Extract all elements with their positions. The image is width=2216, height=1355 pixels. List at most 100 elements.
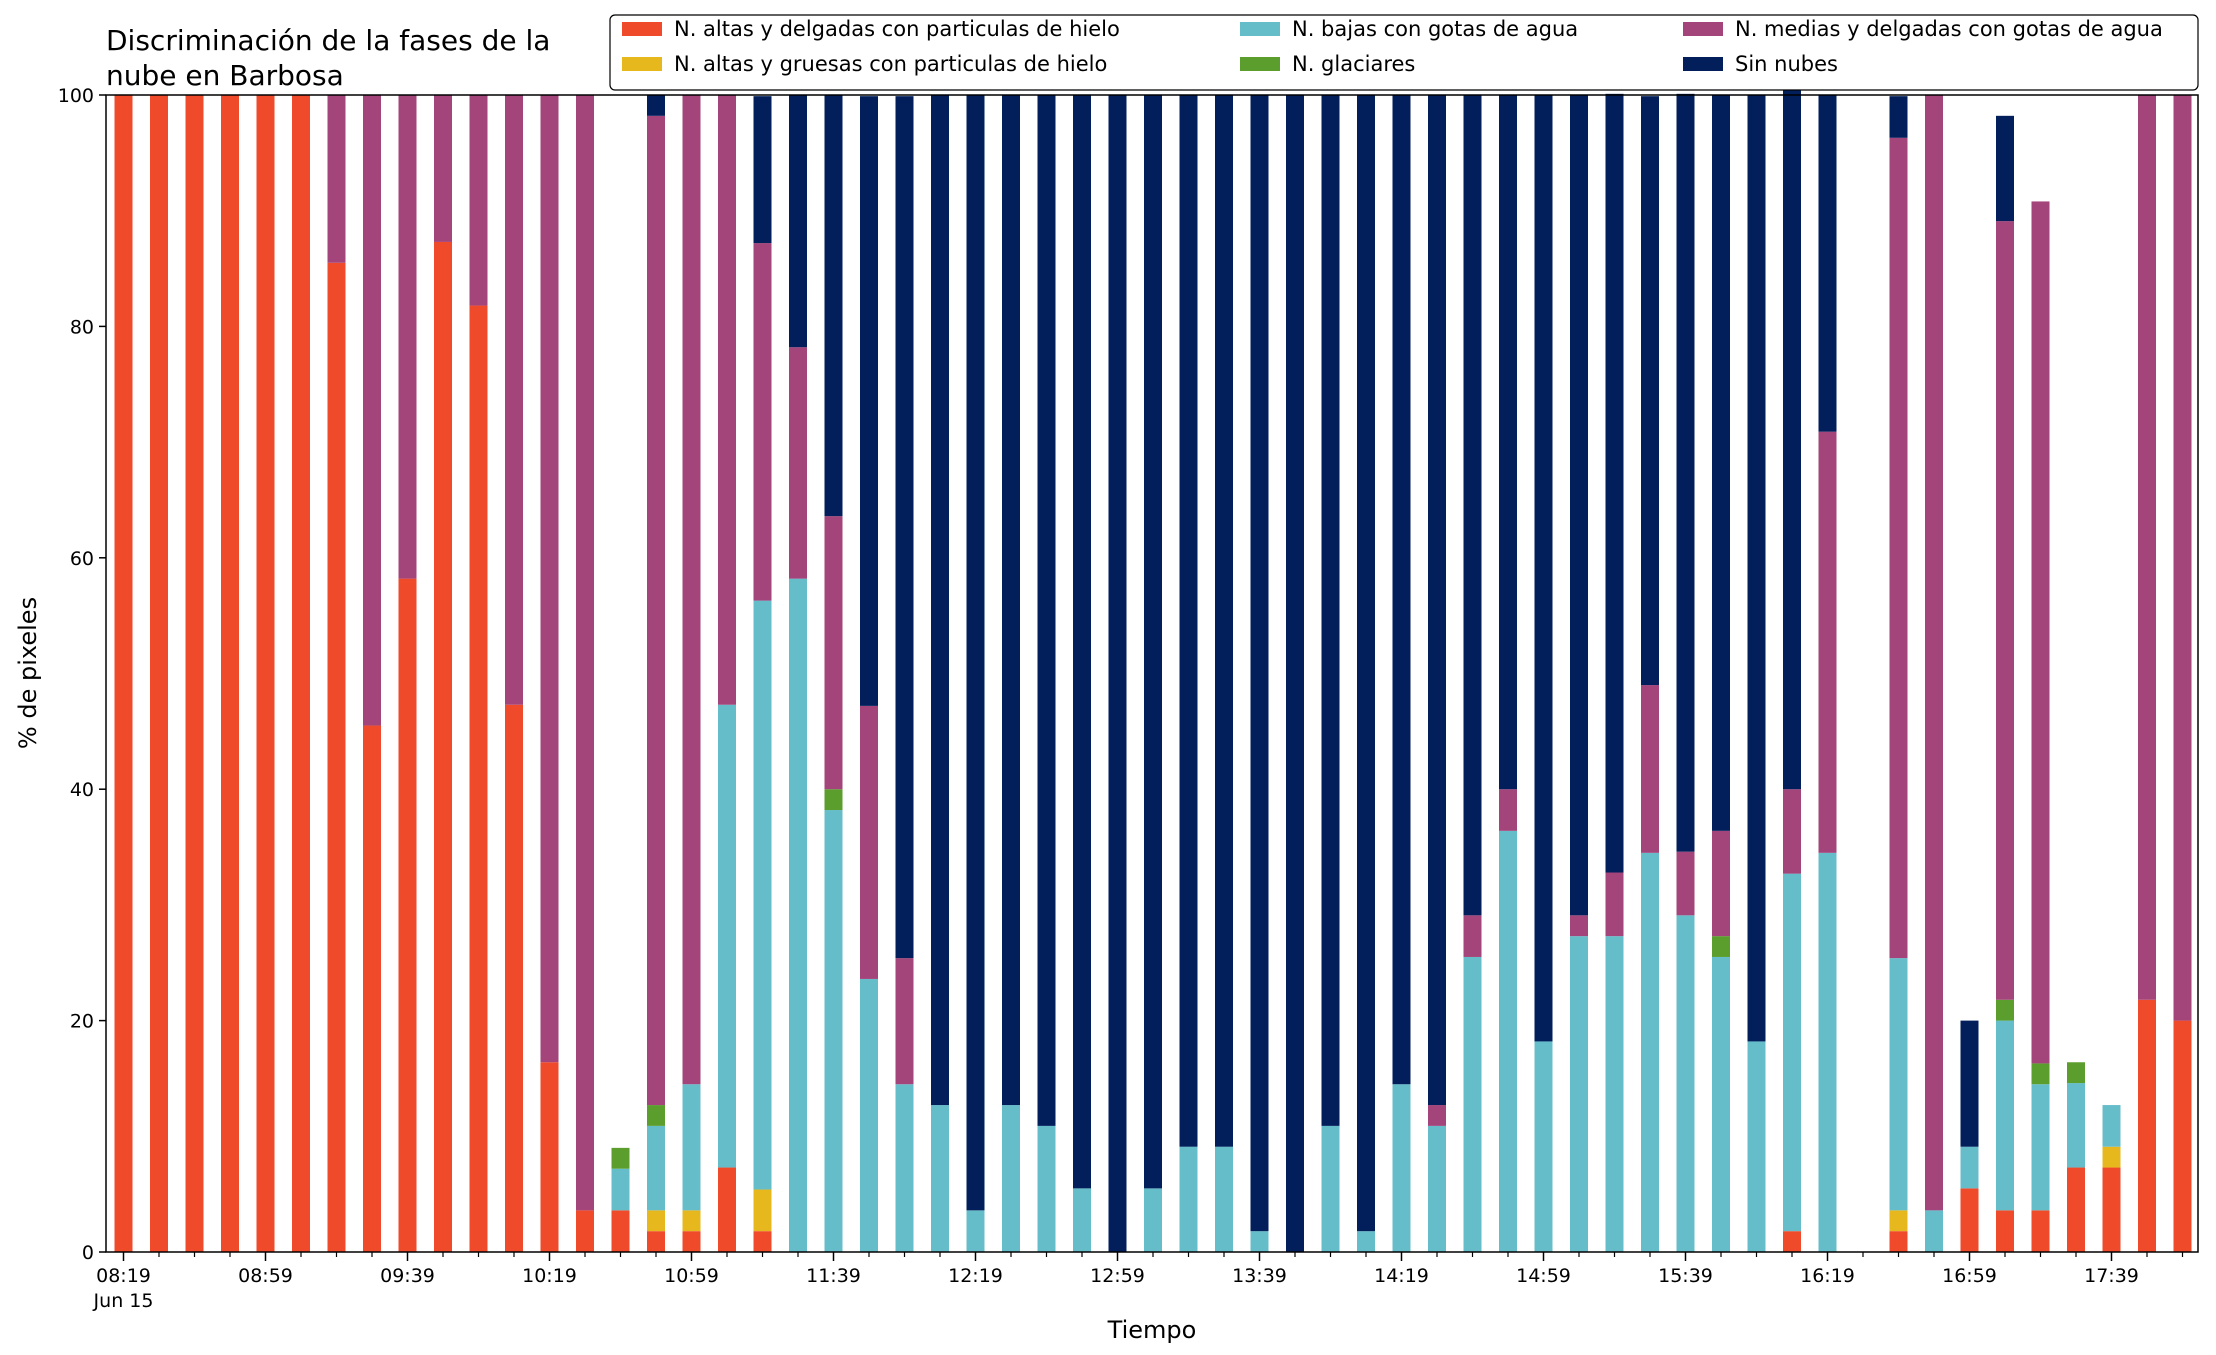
bar-segment-5-34: [1321, 95, 1340, 1126]
bar-segment-4-8: [398, 95, 417, 579]
bar-segment-5-48: [1818, 95, 1837, 432]
bar-segment-1-15: [647, 1210, 665, 1232]
bar-segment-0-10: [469, 305, 488, 1253]
bar-segment-0-9: [434, 241, 452, 1253]
y-tick-label: 40: [70, 779, 94, 801]
bar-segment-0-6: [327, 262, 346, 1252]
x-tick-label: 14:19: [1374, 1265, 1429, 1287]
bar-segment-2-17: [718, 704, 736, 1168]
bar-segment-0-50: [1889, 1231, 1908, 1252]
bar-segment-5-53: [1996, 115, 2014, 222]
bar-segment-2-25: [1002, 1105, 1020, 1252]
bar-segment-4-54: [2031, 201, 2050, 1064]
bar-segment-2-23: [931, 1105, 949, 1252]
bar-segment-0-0: [114, 95, 133, 1252]
bar-segment-4-51: [1925, 95, 1943, 1211]
bar-segment-5-50: [1889, 96, 1908, 138]
legend-swatch-2: [1240, 22, 1280, 36]
bar-segment-2-21: [860, 978, 878, 1252]
y-tick-label: 100: [58, 85, 94, 107]
bar-segment-0-2: [185, 95, 204, 1252]
bar-segment-0-13: [576, 1210, 594, 1252]
x-tick-label: 13:39: [1232, 1265, 1287, 1287]
bar-segment-2-26: [1037, 1125, 1056, 1252]
bar-segment-5-24: [966, 95, 985, 1211]
bar-segment-0-54: [2031, 1210, 2050, 1252]
bar-segment-2-41: [1570, 936, 1588, 1252]
y-tick-label: 20: [70, 1011, 94, 1033]
bar-area: [114, 74, 2192, 1253]
bar-segment-4-48: [1818, 431, 1837, 853]
chart-title-line-2: nube en Barbosa: [106, 59, 344, 92]
x-tick-label: 17:39: [2084, 1265, 2139, 1287]
x-tick-label: 10:59: [664, 1265, 719, 1287]
bar-segment-3-20: [824, 789, 843, 811]
x-tick-label: 14:59: [1516, 1265, 1571, 1287]
bar-segment-5-47: [1783, 74, 1801, 790]
x-tick-label: 16:59: [1942, 1265, 1997, 1287]
bar-segment-0-11: [505, 704, 523, 1252]
bar-segment-2-46: [1747, 1041, 1766, 1252]
bar-segment-4-21: [860, 705, 878, 979]
legend: N. altas y delgadas con particulas de hi…: [609, 14, 2199, 91]
bar-segment-2-35: [1357, 1231, 1375, 1252]
bar-segment-4-44: [1676, 851, 1695, 916]
legend-frame: [609, 14, 2199, 91]
bar-segment-2-31: [1215, 1146, 1233, 1252]
bar-segment-4-11: [505, 95, 523, 705]
bar-segment-2-53: [1996, 1020, 2014, 1211]
bar-segment-5-29: [1144, 95, 1162, 1189]
bar-segment-2-29: [1144, 1188, 1162, 1252]
bar-segment-0-4: [256, 95, 275, 1252]
bar-segment-2-15: [647, 1125, 665, 1211]
bar-segment-4-41: [1570, 915, 1588, 937]
bar-segment-5-30: [1179, 95, 1198, 1147]
bar-segment-4-6: [327, 95, 346, 263]
bar-segment-2-51: [1925, 1210, 1943, 1252]
bar-segment-2-18: [753, 600, 772, 1190]
bar-segment-2-48: [1818, 852, 1837, 1252]
bar-segment-5-36: [1392, 95, 1411, 1085]
bar-segment-4-16: [682, 95, 701, 1085]
bar-segment-4-53: [1996, 221, 2014, 1000]
bar-segment-4-19: [789, 347, 807, 579]
bar-segment-4-45: [1712, 830, 1730, 937]
x-date-label: Jun 15: [93, 1290, 154, 1312]
bar-segment-3-45: [1712, 936, 1730, 957]
bar-segment-5-45: [1712, 95, 1730, 831]
y-axis: 0 20 40 60 80 100: [58, 85, 106, 1264]
bar-segment-4-50: [1889, 137, 1908, 959]
bar-segment-5-28: [1108, 95, 1127, 1252]
bar-segment-2-44: [1676, 915, 1695, 1252]
bar-segment-4-57: [2138, 95, 2156, 1000]
bar-segment-0-15: [647, 1231, 665, 1252]
bar-segment-2-42: [1605, 936, 1624, 1252]
bar-segment-0-12: [540, 1062, 559, 1252]
legend-label-4: N. medias y delgadas con gotas de agua: [1735, 17, 2163, 41]
bar-segment-1-50: [1889, 1210, 1908, 1232]
bar-segment-2-30: [1179, 1146, 1198, 1252]
legend-label-0: N. altas y delgadas con particulas de hi…: [674, 17, 1120, 41]
bar-segment-0-47: [1783, 1231, 1801, 1252]
y-axis-label: % de pixeles: [14, 597, 42, 749]
bar-segment-4-42: [1605, 872, 1624, 937]
bar-segment-2-50: [1889, 958, 1908, 1211]
bar-segment-2-56: [2102, 1105, 2121, 1147]
bar-segment-5-46: [1747, 95, 1766, 1042]
bar-segment-4-58: [2173, 95, 2192, 1021]
x-tick-label: 09:39: [380, 1265, 435, 1287]
bar-segment-2-37: [1428, 1125, 1446, 1252]
x-tick-label: 15:39: [1658, 1265, 1713, 1287]
bar-segment-0-5: [292, 95, 310, 1252]
bar-segment-2-22: [895, 1084, 914, 1252]
bar-segment-4-7: [363, 95, 381, 726]
bar-segment-5-19: [789, 95, 807, 348]
bar-segment-5-23: [931, 95, 949, 1106]
bar-segment-0-18: [753, 1231, 772, 1252]
bar-segment-4-12: [540, 95, 559, 1063]
bar-segment-5-31: [1215, 95, 1233, 1147]
bar-segment-2-38: [1463, 956, 1482, 1252]
legend-label-5: Sin nubes: [1735, 52, 1838, 76]
bar-segment-5-27: [1073, 95, 1091, 1189]
bar-segment-5-38: [1463, 95, 1482, 916]
